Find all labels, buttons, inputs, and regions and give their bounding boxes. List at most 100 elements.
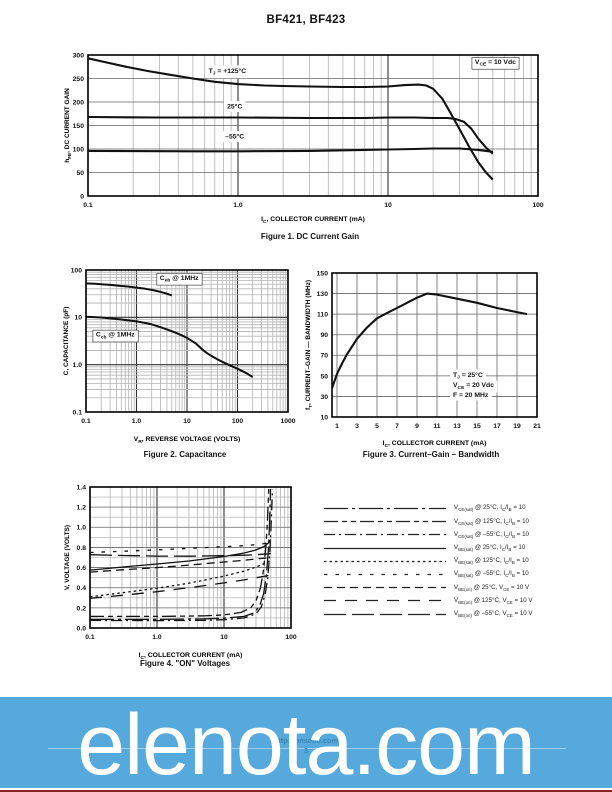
series-line [89, 556, 271, 573]
tick-labels: 0.1 1.0 10 100 0 50 100 150 200 250 300 [73, 52, 544, 209]
y-tick-label: 300 [73, 52, 85, 59]
legend-line-sample [324, 560, 446, 562]
x-tick-label: 3 [355, 423, 359, 430]
x-tick-label: 1 [335, 423, 339, 430]
series-line [89, 488, 274, 622]
y-tick-label: 150 [73, 123, 85, 130]
y-tick-label: 110 [317, 312, 328, 319]
legend-line-sample [324, 521, 446, 523]
legend-label: VBE(on) @ 25°C, VCE = 10 V [454, 583, 530, 592]
legend-line-sample [324, 507, 446, 510]
x-tick-label: 7 [395, 423, 399, 430]
tick-labels: 0.1 1.0 10 100 1000 0.1 1.0 10 100 [71, 267, 296, 425]
legend-row: VBE(on) @ 125°C, VCE = 10 V [322, 594, 574, 607]
chart-series [89, 488, 274, 622]
legend-row: VBE(on) @ 25°C, VCE = 10 V [322, 581, 574, 594]
chart-series [331, 292, 528, 389]
x-tick-label: 0.1 [85, 634, 95, 641]
x-tick-label: 5 [375, 423, 379, 430]
legend-line-sample [324, 587, 446, 589]
x-tick-label: 100 [232, 418, 244, 425]
y-tick-label: 0.6 [77, 565, 87, 572]
footer-page-number: 3 [303, 746, 309, 755]
legend-line-sample [324, 600, 446, 602]
plot-border [331, 272, 538, 418]
x-tick-label: 11 [433, 423, 440, 430]
y-tick-label: 1.0 [77, 525, 87, 532]
chart-annotation: 25°C [227, 103, 242, 111]
x-tick-label: 15 [473, 423, 481, 430]
legend-row: VBE(sat) @ 25°C, IC/IB = 10 [322, 542, 574, 555]
chart-annotation: F = 20 MHz [453, 392, 489, 399]
annotation-bg [450, 390, 492, 401]
legend-label: VBE(sat) @ 25°C, IC/IB = 10 [454, 544, 526, 553]
series-line [89, 540, 272, 554]
x-tick-label: 10 [220, 634, 228, 641]
bottom-accent-bar [0, 790, 612, 792]
legend-row: VCE(sat) @ 25°C, IC/IB = 10 [322, 502, 574, 515]
legend-label: VBE(on) @ –55°C, VCE = 10 V [454, 609, 533, 619]
figure3-bandwidth-chart: 1 3 5 7 9 11 13 15 17 19 211030507090110130150IC, … [305, 270, 541, 449]
legend-line-sample [324, 613, 446, 615]
y-tick-label: 0.2 [77, 605, 87, 612]
series-line [87, 147, 493, 153]
y-tick-label: 10 [74, 315, 82, 322]
x-tick-label: 1000 [280, 418, 295, 425]
series-line [331, 292, 528, 389]
legend-label: VBE(sat) @ –55°C, IC/IB = 10 [454, 570, 529, 579]
chart-annotation: VCE = 20 Vdc [453, 382, 494, 391]
plot-border [87, 54, 539, 197]
x-tick-label: 19 [513, 423, 521, 430]
chart-grid [87, 54, 539, 197]
series-line [89, 539, 272, 571]
legend-line-sample [324, 547, 446, 549]
series-line [89, 574, 271, 599]
legend-line-sample [324, 534, 446, 536]
watermark-text: elenota.com [77, 696, 536, 792]
y-tick-label: 0.8 [77, 545, 87, 552]
y-tick-label: 150 [317, 270, 329, 277]
legend-label: VCE(sat) @ 25°C, IC/IB = 10 [454, 504, 526, 513]
legend-label: VBE(on) @ 125°C, VCE = 10 V [454, 596, 533, 606]
x-tick-label: 1.0 [152, 634, 162, 641]
figure4-legend: VCE(sat) @ 25°C, IC/IB = 10 VCE(sat) @ 12… [322, 502, 574, 621]
y-tick-label: 100 [71, 267, 83, 274]
series-line [89, 553, 271, 557]
x-tick-label: 100 [285, 634, 297, 641]
y-tick-label: 1.0 [73, 362, 83, 369]
x-tick-label: 9 [415, 423, 419, 430]
chart-annotation: Ceb @ 1MHz [160, 275, 199, 284]
x-tick-label: 0.1 [81, 418, 91, 425]
page-title: BF421, BF423 [266, 14, 346, 26]
series-line [87, 57, 494, 181]
annotation-bg [92, 329, 139, 343]
series-line [90, 488, 272, 621]
y-tick-label: 0.0 [77, 625, 87, 632]
y-tick-label: 130 [317, 291, 329, 298]
x-tick-label: 0.1 [83, 202, 93, 209]
x-tick-label: 21 [533, 423, 541, 430]
figure1-caption: Figure 1. DC Current Gain [260, 232, 360, 241]
x-axis-label: IC, COLLECTOR CURRENT (mA) [383, 440, 487, 449]
figure2-capacitance-chart: 0.1 1.0 10 100 1000 0.1 1.0 10 100 VR, REVERSE VO… [63, 267, 296, 444]
y-tick-label: 10 [320, 414, 328, 421]
annotation-bg [224, 101, 246, 113]
series-line [85, 282, 173, 297]
x-axis-label: IC, COLLECTOR CURRENT (mA) [261, 216, 365, 225]
y-axis-label: fT, CURRENT–GAIN — BANDWIDTH (MHz) [305, 280, 313, 410]
y-tick-label: 30 [320, 394, 328, 401]
footer-rule-line [48, 748, 566, 749]
y-tick-label: 0.1 [73, 409, 83, 416]
x-axis-label: IC, COLLECTOR CURRENT (mA) [139, 652, 243, 661]
series-line [90, 488, 270, 618]
legend-label: VCE(sat) @ –55°C, IC/IB = 10 [454, 530, 529, 540]
tick-labels: 0.1 1.0 10 100 0.0 0.2 0.4 0.6 0.8 1.0 1.2 1.4 [77, 484, 297, 641]
x-tick-label: 10 [183, 418, 191, 425]
y-tick-label: 1.4 [77, 484, 87, 491]
series-line [89, 559, 272, 598]
y-tick-label: 50 [320, 373, 328, 380]
footer-url: http://onsemi.com [273, 736, 339, 745]
figure4-on-voltages-chart: 0.1 1.0 10 100 0.0 0.2 0.4 0.6 0.8 1.0 1.2 1.4 IC, C… [64, 484, 297, 661]
legend-row: VBE(sat) @ 125°C, IC/IB = 10 [322, 555, 574, 568]
